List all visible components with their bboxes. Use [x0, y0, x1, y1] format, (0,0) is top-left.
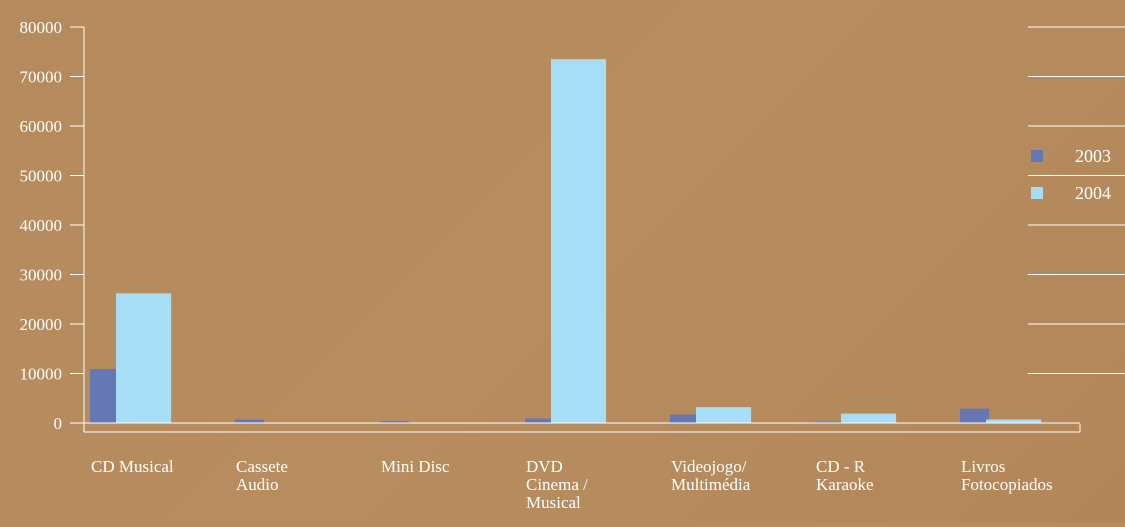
bar-2004-0	[116, 293, 172, 423]
x-tick-label-line: CD - R	[816, 457, 866, 476]
y-tick-label: 20000	[20, 315, 63, 334]
x-tick-label-line: Audio	[236, 475, 279, 494]
bar-2003-1	[235, 419, 264, 423]
x-tick-label: DVD Cinema / Musical	[526, 457, 588, 512]
x-tick-label: Videojogo/Multimédia	[671, 457, 751, 494]
legend-swatch-2004	[1031, 187, 1043, 199]
y-tick-label: 10000	[20, 365, 63, 384]
x-tick-label: Livros Fotocopiados	[961, 457, 1053, 494]
y-tick-label: 50000	[20, 167, 63, 186]
legend-label-2004: 2004	[1075, 183, 1111, 203]
bar-2003-4	[670, 414, 699, 423]
bars	[90, 59, 1042, 424]
bar-2004-4	[696, 407, 752, 423]
y-tick-label: 70000	[20, 68, 63, 87]
x-tick-label-line: Videojogo/	[671, 457, 747, 476]
x-tick-label-line: Cassete	[236, 457, 288, 476]
x-tick-label: CD - R Karaoke	[816, 457, 874, 494]
y-tick-label: 0	[54, 414, 63, 433]
bar-2003-0	[90, 369, 119, 423]
x-tick-label-line: Musical	[526, 493, 581, 512]
x-tick-label-line: Livros	[961, 457, 1005, 476]
bar-2003-5	[815, 421, 844, 423]
x-tick-label: Mini Disc	[381, 457, 450, 476]
bar-2004-6	[986, 419, 1042, 423]
x-tick-label-line: Mini Disc	[381, 457, 450, 476]
x-tick-label-line: Fotocopiados	[961, 475, 1053, 494]
legend-swatch-2003	[1031, 150, 1043, 162]
bar-2004-5	[841, 413, 897, 423]
legend-label-2003: 2003	[1075, 146, 1111, 166]
bar-2003-2	[380, 421, 409, 423]
axes: 0 10000 20000 30000 40000 50000 60000 70000 8000…	[20, 18, 1081, 512]
y-tick-label: 30000	[20, 266, 63, 285]
x-tick-label-line: Karaoke	[816, 475, 874, 494]
x-tick-label-line: DVD	[526, 457, 563, 476]
x-tick-label-line: Cinema /	[526, 475, 588, 494]
grid-lines	[1028, 26, 1125, 374]
y-tick-label: 60000	[20, 117, 63, 136]
x-tick-label: Cassete Audio	[236, 457, 288, 494]
bar-2003-6	[960, 408, 989, 423]
x-tick-label-line: CD Musical	[91, 457, 174, 476]
x-tick-label-line: Multimédia	[671, 475, 751, 494]
bar-2003-3	[525, 418, 554, 423]
x-tick-label: CD Musical	[91, 457, 174, 476]
y-tick-label: 80000	[20, 18, 63, 37]
legend: 2003 2004	[1031, 146, 1111, 203]
bar-2004-3	[551, 59, 607, 424]
y-tick-label: 40000	[20, 216, 63, 235]
